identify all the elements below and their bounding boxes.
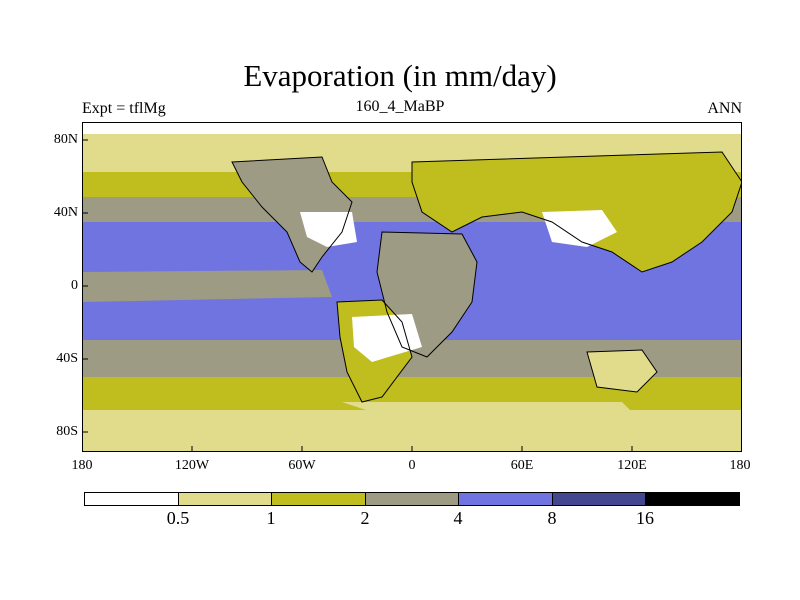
coastlines (231, 151, 742, 403)
xtick-60e: 60E (510, 458, 534, 473)
legend-label: 16 (636, 508, 654, 528)
xtick-180w: 180 (71, 458, 93, 473)
legend-label: 2 (360, 508, 370, 528)
time-label: 160_4_MaBP (355, 98, 445, 115)
legend-swatch (178, 493, 273, 505)
legend-label: 8 (547, 508, 557, 528)
xtick-120e: 120E (617, 458, 647, 473)
season-label: ANN (707, 100, 742, 117)
ytick-0: 0 (71, 278, 78, 293)
ytick-80s: 80S (56, 424, 78, 439)
australia (587, 350, 657, 392)
antarctica-margin (342, 402, 642, 427)
na-desert (300, 212, 357, 247)
evaporation-map (82, 122, 742, 452)
ytick-40n: 40N (53, 205, 78, 220)
ytick-40s: 40S (56, 351, 78, 366)
chart-title: Evaporation (in mm/day) (243, 58, 557, 93)
experiment-label: Expt = tflMg (82, 100, 166, 117)
xtick-0: 0 (408, 458, 416, 473)
xtick-60w: 60W (288, 458, 316, 473)
xtick-180e: 180 (729, 458, 751, 473)
xtick-120w: 120W (174, 458, 210, 473)
legend-label: 4 (453, 508, 463, 528)
legend-label: 1 (266, 508, 276, 528)
map-fill (82, 122, 742, 452)
legend-swatch (646, 493, 740, 505)
sa-desert (352, 314, 422, 362)
legend-swatch (85, 493, 179, 505)
legend-swatch (365, 493, 460, 505)
legend-swatch (552, 493, 647, 505)
asia-desert (542, 210, 617, 247)
color-legend-bar (84, 492, 740, 506)
ytick-80n: 80N (53, 132, 78, 147)
legend-swatch (459, 493, 553, 505)
tick-marks (82, 139, 633, 452)
legend-label: 0.5 (166, 508, 190, 528)
legend-swatch (272, 493, 366, 505)
eq-pacific-grey (82, 270, 332, 302)
